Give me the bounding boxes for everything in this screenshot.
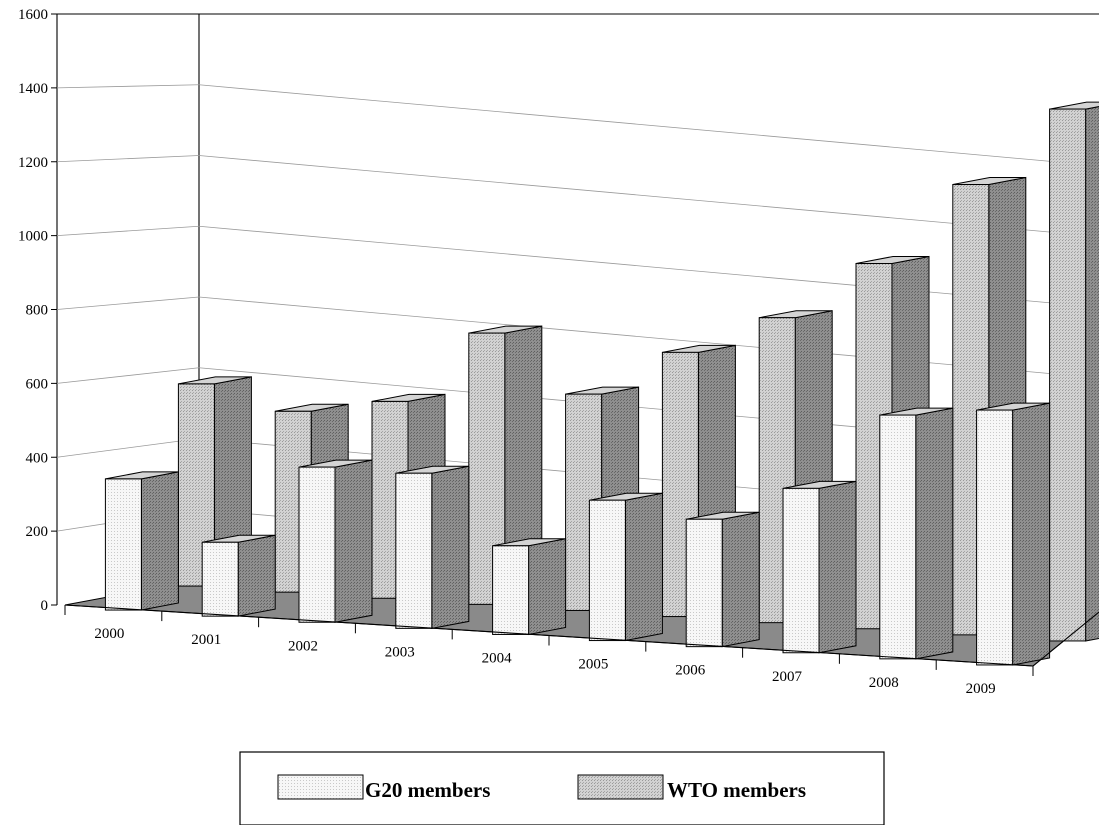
bar-g20-2009-front: [976, 409, 1014, 666]
bar-wto-2009: [1049, 101, 1099, 642]
bar-g20-2009-side: [1012, 402, 1051, 666]
legend-label-g20: G20 members: [365, 778, 490, 802]
bar-wto-2009-side: [1085, 106, 1099, 642]
bar-g20-2002-side: [334, 459, 373, 623]
gridline-back-7: [198, 84, 1099, 167]
legend: G20 members WTO members: [239, 751, 885, 826]
bar-g20-2003-side: [431, 465, 470, 630]
x-tick-label-2002: 2002: [288, 638, 318, 654]
y-tick-label-600: 600: [26, 376, 49, 392]
bar-g20-2004: [492, 538, 567, 636]
bar-wto-2009-front: [1049, 108, 1087, 642]
floor-right-edge: [1032, 611, 1099, 667]
g20-series-bars: [104, 402, 1051, 666]
bar-g20-2000-front: [104, 478, 142, 611]
gridline-left-7: [56, 84, 200, 89]
bar-g20-2000: [104, 471, 179, 611]
bar-wto-2003: [468, 325, 543, 606]
bar-g20-2007-front: [782, 487, 820, 654]
gridline-back-5: [198, 225, 1099, 308]
bar-g20-2009: [976, 402, 1051, 666]
y-tick-label-1600: 1600: [18, 7, 48, 23]
x-tick-label-2004: 2004: [482, 650, 513, 666]
bar-g20-2005-side: [624, 492, 663, 642]
bar-g20-2003: [395, 465, 470, 630]
gridline-left-6: [56, 155, 200, 163]
legend-swatch-wto: [577, 774, 664, 800]
y-tick-label-400: 400: [26, 450, 49, 466]
y-tick-label-0: 0: [41, 598, 49, 614]
x-tick-label-2009: 2009: [966, 681, 996, 697]
bar-g20-2008-front: [879, 414, 917, 660]
bar-g20-2000-side: [140, 471, 179, 611]
y-tick-label-1000: 1000: [18, 229, 48, 245]
y-tick-label-800: 800: [26, 303, 49, 319]
bar-g20-2006-side: [721, 511, 760, 648]
y-tick-label-1200: 1200: [18, 155, 48, 171]
bar-g20-2005: [588, 492, 663, 642]
bar-g20-2004-front: [492, 545, 530, 635]
x-tick-label-2001: 2001: [191, 632, 221, 648]
bar-g20-2004-side: [528, 538, 567, 636]
bar-g20-2002-front: [298, 466, 336, 623]
legend-swatch-g20: [277, 774, 364, 800]
bar-g20-2007: [782, 480, 857, 654]
gridline-back-4: [198, 296, 1099, 379]
x-tick-label-2008: 2008: [869, 675, 899, 691]
x-tick-label-2007: 2007: [772, 669, 803, 685]
y-tick-label-1400: 1400: [18, 81, 48, 97]
gridline-back-6: [198, 155, 1099, 237]
bar-g20-2007-side: [818, 480, 857, 654]
bar-g20-2002: [298, 459, 373, 623]
gridline-left-4: [56, 296, 200, 310]
bar-wto-2009-top: [1049, 101, 1099, 110]
bar-g20-2006: [685, 511, 760, 648]
gridline-left-3: [56, 367, 200, 384]
bar-g20-2008-side: [915, 407, 954, 660]
legend-label-wto: WTO members: [667, 778, 806, 802]
y-tick-label-200: 200: [26, 524, 49, 540]
axes: 2000 2001 2002 2003 2004 2005 2006 2007 2008 2009…: [18, 7, 1099, 697]
bar-g20-2001-front: [201, 541, 239, 617]
bar-g20-2006-front: [685, 518, 723, 648]
x-tick-label-2005: 2005: [578, 657, 608, 673]
x-tick-label-2000: 2000: [94, 626, 124, 642]
x-tick-label-2003: 2003: [385, 644, 415, 660]
x-tick-label-2006: 2006: [675, 663, 706, 679]
gridline-left-5: [56, 225, 200, 237]
bar-g20-2008: [879, 407, 954, 660]
bar-g20-2005-front: [588, 499, 626, 642]
bar-g20-2001: [201, 534, 276, 617]
bar-g20-2003-front: [395, 472, 433, 629]
bar-g20-2001-side: [237, 534, 276, 617]
gridline-left-2: [56, 438, 200, 458]
